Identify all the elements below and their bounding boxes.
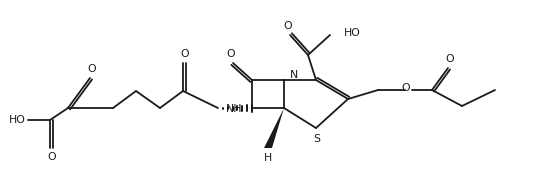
Text: O: O [181,49,189,59]
Text: O: O [48,152,57,162]
Polygon shape [264,108,284,148]
Text: HO: HO [344,28,361,38]
Text: S: S [313,134,321,144]
Text: O: O [402,83,410,93]
Text: O: O [227,49,236,59]
Text: HO: HO [9,115,26,125]
Text: N: N [290,70,298,80]
Text: NH: NH [226,104,243,114]
Text: O: O [446,54,455,64]
Text: H: H [264,153,272,163]
Text: O: O [88,64,96,74]
Text: O: O [284,21,292,31]
